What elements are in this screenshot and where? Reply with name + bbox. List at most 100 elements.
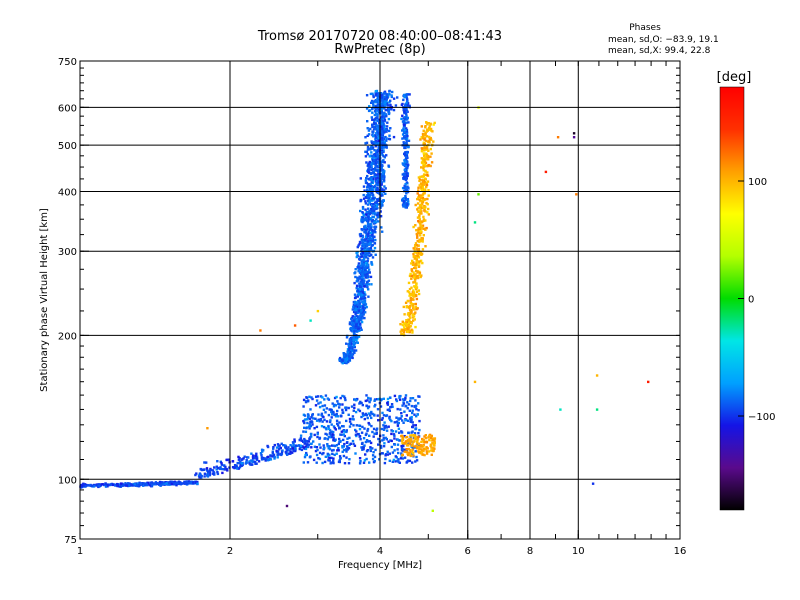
point-f-o — [351, 308, 354, 311]
point-f-o — [385, 139, 388, 142]
point-es-x — [405, 441, 408, 444]
point-f-o-top — [405, 114, 408, 118]
point-es-band — [377, 443, 380, 446]
point-es-band — [373, 460, 376, 463]
point-es-band — [332, 410, 335, 414]
point-f-o — [367, 279, 371, 282]
point-f-o — [350, 320, 354, 323]
point-f-o — [348, 342, 352, 346]
point-es-band — [338, 427, 341, 430]
point-es-x — [416, 441, 419, 444]
point-es-band — [335, 395, 338, 399]
point-e-band — [257, 460, 261, 463]
point-es-band — [390, 445, 393, 449]
point-es-band — [346, 445, 349, 448]
point-f-o — [370, 185, 373, 188]
point-e-band — [236, 467, 239, 470]
point-f-o-top — [379, 166, 383, 169]
point-f-x — [401, 329, 405, 332]
point-f-o — [361, 316, 365, 320]
point-f-o-top — [406, 160, 409, 163]
point-f-o — [356, 308, 360, 311]
point-f-o — [365, 281, 369, 284]
point-f-o — [371, 231, 375, 234]
point-es-x — [405, 448, 408, 451]
point-es-band — [375, 429, 378, 432]
point-f-x — [417, 186, 420, 189]
stats-heading: Phases — [629, 23, 661, 33]
point-es-band — [362, 445, 365, 449]
point-f-o — [389, 103, 392, 107]
point-f-o-top — [379, 162, 382, 165]
point-e-band — [206, 475, 210, 478]
point-f-o-top — [401, 120, 405, 123]
point-f-x — [411, 304, 415, 307]
point-f-o — [348, 353, 351, 357]
point-es-band — [337, 442, 340, 446]
point-f-o-top — [400, 117, 403, 121]
point-es-band — [337, 447, 340, 450]
point-es-band — [418, 419, 421, 423]
point-es-x — [425, 452, 429, 455]
point-f-x — [414, 325, 417, 329]
point-f-o — [373, 235, 376, 239]
point-f-o — [364, 293, 367, 296]
point-f-o — [366, 253, 369, 256]
point-es-band — [352, 418, 355, 421]
point-f-x — [420, 212, 423, 215]
point-e-band — [273, 455, 276, 459]
point-e-trace — [141, 484, 145, 487]
point-f-o — [371, 256, 375, 259]
point-f-o — [376, 220, 380, 223]
point-f-o-top — [380, 138, 384, 141]
point-f-o — [355, 314, 358, 318]
point-es-band — [345, 429, 348, 432]
point-es-band — [366, 406, 370, 410]
point-es-band — [412, 424, 415, 427]
point-es-band — [411, 397, 415, 400]
point-f-o — [373, 242, 377, 245]
point-f-o — [372, 94, 375, 97]
point-e-trace — [83, 484, 86, 487]
point-e-band — [267, 458, 270, 462]
point-f-o — [370, 151, 373, 154]
point-f-x — [412, 319, 415, 322]
point-f-o — [371, 205, 374, 208]
point-f-o — [368, 251, 371, 255]
point-f-x — [424, 219, 427, 222]
point-f-x — [424, 126, 427, 129]
point-f-o — [365, 94, 369, 97]
point-f-o-top — [403, 107, 406, 110]
point-f-o — [374, 178, 378, 181]
point-es-band — [382, 424, 385, 427]
point-f-x — [410, 268, 413, 271]
point-f-o — [371, 239, 374, 242]
point-f-o — [362, 193, 365, 197]
point-f-o — [381, 120, 385, 123]
point-es-band — [342, 425, 345, 428]
point-es-x — [423, 453, 426, 457]
point-f-x — [424, 147, 428, 150]
point-f-o — [374, 166, 377, 169]
point-f-o — [373, 100, 376, 103]
point-es-band — [316, 432, 319, 436]
point-es-band — [368, 461, 371, 464]
point-f-o-top — [377, 203, 380, 206]
point-es-band — [314, 449, 318, 453]
point-es-band — [390, 405, 393, 409]
point-f-o-top — [384, 192, 387, 195]
point-f-x — [410, 277, 413, 280]
point-f-o — [370, 168, 373, 171]
point-f-x — [424, 198, 427, 201]
point-f-o — [354, 326, 358, 330]
point-f-o — [367, 133, 371, 136]
point-es-x — [416, 445, 419, 449]
point-f-o — [355, 335, 358, 338]
point-f-x — [420, 150, 424, 153]
point-f-o — [370, 116, 373, 119]
point-f-o-top — [376, 113, 379, 116]
point-f-o-top — [402, 177, 405, 180]
point-f-o — [376, 216, 379, 219]
point-es-band — [318, 443, 321, 446]
point-noise — [559, 408, 562, 411]
